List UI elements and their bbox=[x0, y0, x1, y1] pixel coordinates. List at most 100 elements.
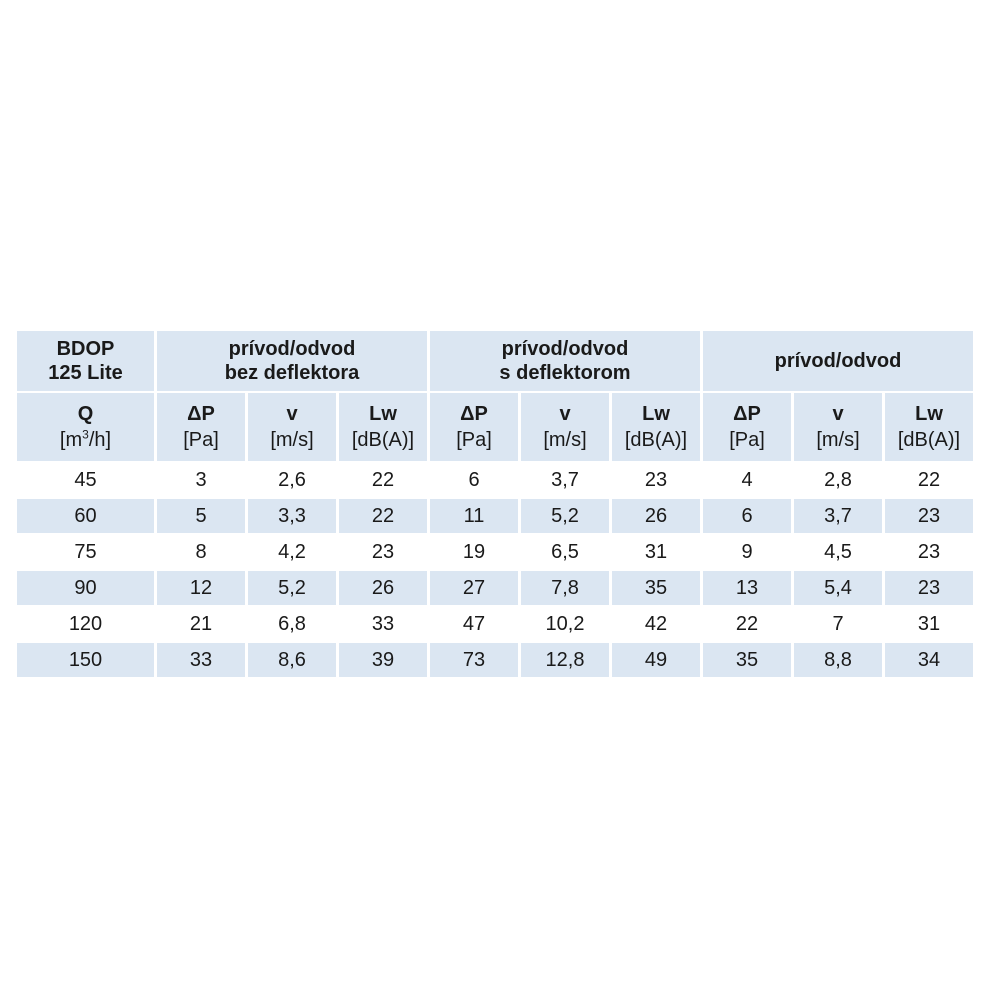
dp-unit: [Pa] bbox=[456, 429, 492, 451]
v-symbol: v bbox=[286, 403, 298, 425]
table-cell: 12,8 bbox=[521, 643, 609, 677]
group-subtitle: s deflektorom bbox=[499, 362, 631, 384]
dp-symbol: ΔP bbox=[733, 403, 761, 425]
dp-header: ΔP [Pa] bbox=[703, 393, 791, 461]
table-cell: 6 bbox=[430, 463, 518, 497]
table-cell: 22 bbox=[339, 499, 427, 533]
table-cell: 31 bbox=[885, 607, 974, 641]
table-cell: 4,5 bbox=[794, 535, 882, 569]
lw-header: Lw [dB(A)] bbox=[612, 393, 700, 461]
table-cell: 8 bbox=[157, 535, 245, 569]
v-symbol: v bbox=[559, 403, 571, 425]
performance-table: BDOP 125 Lite prívod/odvod bez deflektor… bbox=[14, 329, 976, 679]
table-cell: 23 bbox=[885, 571, 974, 605]
q-symbol: Q bbox=[77, 403, 94, 425]
dp-unit: [Pa] bbox=[729, 429, 765, 451]
table-row: 75 8 4,2 23 19 6,5 31 9 4,5 23 bbox=[17, 535, 974, 569]
table-cell: 39 bbox=[339, 643, 427, 677]
table-cell: 3,7 bbox=[521, 463, 609, 497]
table-row: 45 3 2,6 22 6 3,7 23 4 2,8 22 bbox=[17, 463, 974, 497]
lw-header: Lw [dB(A)] bbox=[885, 393, 974, 461]
dp-symbol: ΔP bbox=[187, 403, 215, 425]
model-name: BDOP bbox=[56, 338, 115, 360]
unit-header-row: Q [m3/h] ΔP [Pa] v [m/s] Lw [dB(A)] ΔP [Pa] … bbox=[17, 393, 974, 461]
table-cell: 6 bbox=[703, 499, 791, 533]
model-size: 125 Lite bbox=[48, 362, 123, 384]
table-cell: 31 bbox=[612, 535, 700, 569]
table-cell: 11 bbox=[430, 499, 518, 533]
table-row: 90 12 5,2 26 27 7,8 35 13 5,4 23 bbox=[17, 571, 974, 605]
model-header: BDOP 125 Lite bbox=[17, 331, 154, 391]
group-title: prívod/odvod bbox=[228, 338, 356, 360]
table-cell: 6,8 bbox=[248, 607, 336, 641]
table-cell: 9 bbox=[703, 535, 791, 569]
table-cell: 6,5 bbox=[521, 535, 609, 569]
q-cell: 150 bbox=[17, 643, 154, 677]
q-cell: 120 bbox=[17, 607, 154, 641]
table-cell: 8,6 bbox=[248, 643, 336, 677]
table-cell: 13 bbox=[703, 571, 791, 605]
table-row: 120 21 6,8 33 47 10,2 42 22 7 31 bbox=[17, 607, 974, 641]
dp-header: ΔP [Pa] bbox=[430, 393, 518, 461]
v-unit: [m/s] bbox=[270, 429, 314, 451]
v-header: v [m/s] bbox=[794, 393, 882, 461]
table-cell: 42 bbox=[612, 607, 700, 641]
lw-unit: [dB(A)] bbox=[897, 429, 961, 451]
table-cell: 10,2 bbox=[521, 607, 609, 641]
table-cell: 7 bbox=[794, 607, 882, 641]
table-cell: 3,7 bbox=[794, 499, 882, 533]
group-header-row: BDOP 125 Lite prívod/odvod bez deflektor… bbox=[17, 331, 974, 391]
q-cell: 90 bbox=[17, 571, 154, 605]
dp-unit: [Pa] bbox=[183, 429, 219, 451]
table-cell: 26 bbox=[339, 571, 427, 605]
group-title: prívod/odvod bbox=[774, 350, 902, 372]
dp-header: ΔP [Pa] bbox=[157, 393, 245, 461]
table-cell: 5 bbox=[157, 499, 245, 533]
table-cell: 33 bbox=[339, 607, 427, 641]
v-unit: [m/s] bbox=[543, 429, 587, 451]
q-unit: [m3/h] bbox=[59, 427, 112, 451]
lw-symbol: Lw bbox=[642, 403, 670, 425]
table-cell: 3,3 bbox=[248, 499, 336, 533]
table-cell: 23 bbox=[885, 535, 974, 569]
v-header: v [m/s] bbox=[521, 393, 609, 461]
table-cell: 7,8 bbox=[521, 571, 609, 605]
table-cell: 35 bbox=[612, 571, 700, 605]
table-cell: 73 bbox=[430, 643, 518, 677]
q-cell: 60 bbox=[17, 499, 154, 533]
q-header: Q [m3/h] bbox=[17, 393, 154, 461]
table-cell: 49 bbox=[612, 643, 700, 677]
lw-unit: [dB(A)] bbox=[624, 429, 688, 451]
table-cell: 12 bbox=[157, 571, 245, 605]
group-header-third: prívod/odvod bbox=[703, 331, 974, 391]
table-cell: 33 bbox=[157, 643, 245, 677]
table-cell: 2,6 bbox=[248, 463, 336, 497]
table-cell: 27 bbox=[430, 571, 518, 605]
table-cell: 5,2 bbox=[248, 571, 336, 605]
table-cell: 22 bbox=[885, 463, 974, 497]
table-row: 60 5 3,3 22 11 5,2 26 6 3,7 23 bbox=[17, 499, 974, 533]
table-cell: 23 bbox=[612, 463, 700, 497]
lw-symbol: Lw bbox=[369, 403, 397, 425]
group-title: prívod/odvod bbox=[501, 338, 629, 360]
table-cell: 22 bbox=[703, 607, 791, 641]
lw-header: Lw [dB(A)] bbox=[339, 393, 427, 461]
table-cell: 26 bbox=[612, 499, 700, 533]
table-cell: 5,2 bbox=[521, 499, 609, 533]
group-subtitle: bez deflektora bbox=[224, 362, 360, 384]
lw-symbol: Lw bbox=[915, 403, 943, 425]
q-cell: 75 bbox=[17, 535, 154, 569]
group-header-without-deflector: prívod/odvod bez deflektora bbox=[157, 331, 427, 391]
table-cell: 4,2 bbox=[248, 535, 336, 569]
v-header: v [m/s] bbox=[248, 393, 336, 461]
group-header-with-deflector: prívod/odvod s deflektorom bbox=[430, 331, 700, 391]
table-cell: 22 bbox=[339, 463, 427, 497]
table-cell: 5,4 bbox=[794, 571, 882, 605]
v-unit: [m/s] bbox=[816, 429, 860, 451]
table-cell: 19 bbox=[430, 535, 518, 569]
table-cell: 34 bbox=[885, 643, 974, 677]
q-cell: 45 bbox=[17, 463, 154, 497]
table-row: 150 33 8,6 39 73 12,8 49 35 8,8 34 bbox=[17, 643, 974, 677]
table-cell: 4 bbox=[703, 463, 791, 497]
